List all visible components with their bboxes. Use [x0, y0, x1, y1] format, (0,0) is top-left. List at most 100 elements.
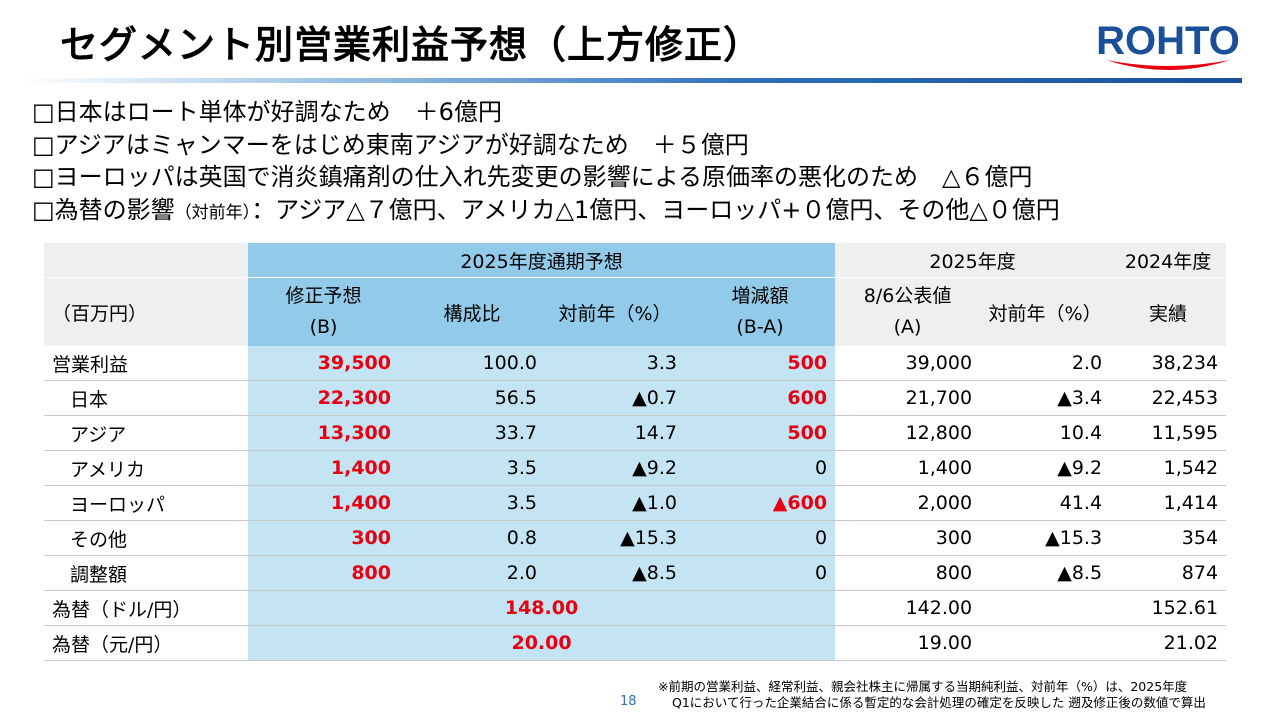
bullet-note: （対前年）: [174, 202, 252, 223]
cell-diff: 500: [685, 415, 836, 451]
cell-revised: 800: [248, 555, 399, 591]
cell-yoy-2025: 2.0: [980, 346, 1111, 381]
bullet-text: □日本はロート単体が好調なため ＋6億円: [32, 98, 502, 126]
cell-yoy: 14.7: [545, 415, 685, 451]
table-row: 調整額 800 2.0 ▲8.5 0 800 ▲8.5 874: [44, 555, 1227, 591]
table-row: 日本 22,300 56.5 ▲0.7 600 21,700 ▲3.4 22,4…: [44, 380, 1227, 416]
cell-actual: 874: [1110, 555, 1227, 591]
cell-actual: 38,234: [1110, 346, 1227, 381]
row-label: ヨーロッパ: [44, 485, 248, 521]
cell-yoy-2025: ▲9.2: [980, 450, 1111, 486]
cell-revised: 22,300: [248, 380, 399, 416]
row-label: その他: [44, 520, 248, 556]
cell-yoy-2025: ▲8.5: [980, 555, 1111, 591]
title-underline: [22, 78, 1242, 83]
cell-diff: 0: [685, 555, 836, 591]
logo-swoosh: [1106, 60, 1230, 70]
cell-ratio: 0.8: [399, 520, 545, 556]
table-header-row-2: （百万円） 修正予想 (B) 構成比 対前年（%） 増減額 (B-A) 8/6公表値…: [44, 277, 1227, 346]
fx-label: 為替（元/円）: [44, 625, 248, 661]
cell-revised: 39,500: [248, 346, 399, 381]
cell-diff: ▲600: [685, 485, 836, 521]
fx-published: 19.00: [835, 625, 981, 661]
cell-actual: 1,414: [1110, 485, 1227, 521]
footnote-line-1: ※前期の営業利益、経常利益、親会社株主に帰属する当期純利益、対前年（%）は、20…: [658, 679, 1188, 694]
bullet-text: □アジアはミャンマーをはじめ東南アジアが好調なため ＋５億円: [32, 130, 749, 159]
row-label: 営業利益: [44, 346, 248, 381]
bullet-item: □アジアはミャンマーをはじめ東南アジアが好調なため ＋５億円: [32, 129, 1060, 162]
cell-diff: 500: [685, 346, 836, 381]
footnote: ※前期の営業利益、経常利益、親会社株主に帰属する当期純利益、対前年（%）は、20…: [658, 679, 1206, 711]
cell-published: 39,000: [835, 346, 981, 381]
page-number: 18: [620, 694, 637, 709]
fx-row: 為替（元/円） 20.00 19.00 21.02: [44, 625, 1227, 661]
cell-yoy-2025: 10.4: [980, 415, 1111, 451]
table-row: ヨーロッパ 1,400 3.5 ▲1.0 ▲600 2,000 41.4 1,4…: [44, 485, 1227, 521]
cell-yoy: ▲9.2: [545, 450, 685, 486]
header-published: 8/6公表値 (A): [835, 277, 981, 346]
bullet-item: □ヨーロッパは英国で消炎鎮痛剤の仕入れ先変更の影響による原価率の悪化のため △６…: [32, 161, 1060, 194]
header-yoy: 対前年（%）: [545, 277, 685, 346]
cell-actual: 354: [1110, 520, 1227, 556]
bullet-text-rest: ：アジア△７億円、アメリカ△1億円、ヨーロッパ+０億円、その他△０億円: [251, 195, 1060, 224]
fx-forecast: 20.00: [248, 625, 836, 661]
header-diff: 増減額 (B-A): [685, 277, 836, 346]
cell-ratio: 3.5: [399, 450, 545, 486]
cell-published: 2,000: [835, 485, 981, 521]
table-header-row-1: 2025年度通期予想 2025年度 2024年度: [44, 243, 1227, 278]
header-yoy-2025: 対前年（%）: [980, 277, 1111, 346]
bullet-item: □為替の影響（対前年）：アジア△７億円、アメリカ△1億円、ヨーロッパ+０億円、そ…: [32, 194, 1060, 230]
cell-actual: 11,595: [1110, 415, 1227, 451]
cell-actual: 22,453: [1110, 380, 1227, 416]
fx-row: 為替（ドル/円） 148.00 142.00 152.61: [44, 590, 1227, 626]
header-revised: 修正予想 (B): [248, 277, 399, 346]
row-label: 日本: [44, 380, 248, 416]
header-forecast-group: 2025年度通期予想: [248, 243, 836, 278]
cell-published: 1,400: [835, 450, 981, 486]
table-row: その他 300 0.8 ▲15.3 0 300 ▲15.3 354: [44, 520, 1227, 556]
cell-revised: 300: [248, 520, 399, 556]
footnote-line-2: Q1において行った企業結合に係る暫定的な会計処理の確定を反映した 遡及修正後の数…: [672, 695, 1206, 710]
cell-published: 21,700: [835, 380, 981, 416]
fx-published: 142.00: [835, 590, 981, 626]
cell-yoy-2025: 41.4: [980, 485, 1111, 521]
cell-published: 800: [835, 555, 981, 591]
fx-actual: 21.02: [1110, 625, 1227, 661]
header-actual: 実績: [1110, 277, 1227, 346]
cell-revised: 13,300: [248, 415, 399, 451]
cell-yoy: ▲0.7: [545, 380, 685, 416]
cell-revised: 1,400: [248, 485, 399, 521]
cell-yoy: 3.3: [545, 346, 685, 381]
cell-diff: 0: [685, 450, 836, 486]
rohto-logo: ROHTO: [1096, 19, 1240, 70]
page-title: セグメント別営業利益予想（上方修正）: [60, 23, 763, 67]
bullet-text: □ヨーロッパは英国で消炎鎮痛剤の仕入れ先変更の影響による原価率の悪化のため △６…: [32, 163, 1033, 191]
header-ratio: 構成比: [399, 277, 545, 346]
cell-published: 12,800: [835, 415, 981, 451]
fx-forecast: 148.00: [248, 590, 836, 626]
cell-ratio: 3.5: [399, 485, 545, 521]
cell-actual: 1,542: [1110, 450, 1227, 486]
header-2025-group: 2025年度: [835, 243, 1111, 278]
row-label: アメリカ: [44, 450, 248, 486]
cell-ratio: 2.0: [399, 555, 545, 591]
row-label: アジア: [44, 415, 248, 451]
bullet-list: □日本はロート単体が好調なため ＋6億円 □アジアはミャンマーをはじめ東南アジア…: [32, 96, 1060, 229]
cell-ratio: 33.7: [399, 415, 545, 451]
fx-label: 為替（ドル/円）: [44, 590, 248, 626]
header-unit: （百万円）: [44, 277, 248, 346]
logo-text: ROHTO: [1096, 19, 1240, 63]
cell-yoy-2025: ▲3.4: [980, 380, 1111, 416]
table-row: 営業利益 39,500 100.0 3.3 500 39,000 2.0 38,…: [44, 346, 1227, 381]
row-label: 調整額: [44, 555, 248, 591]
header-2024-group: 2024年度: [1110, 243, 1227, 278]
cell-yoy: ▲15.3: [545, 520, 685, 556]
cell-published: 300: [835, 520, 981, 556]
bullet-text: □為替の影響: [32, 195, 175, 224]
cell-ratio: 56.5: [399, 380, 545, 416]
fx-actual: 152.61: [1110, 590, 1227, 626]
table-row: アジア 13,300 33.7 14.7 500 12,800 10.4 11,…: [44, 415, 1227, 451]
bullet-item: □日本はロート単体が好調なため ＋6億円: [32, 96, 1060, 129]
table-row: アメリカ 1,400 3.5 ▲9.2 0 1,400 ▲9.2 1,542: [44, 450, 1227, 486]
cell-diff: 600: [685, 380, 836, 416]
